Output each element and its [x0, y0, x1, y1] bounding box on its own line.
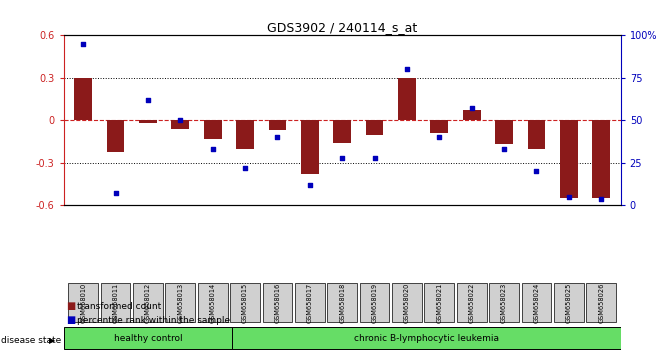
Point [596, 196, 607, 201]
FancyBboxPatch shape [521, 283, 552, 322]
FancyBboxPatch shape [64, 327, 232, 349]
FancyBboxPatch shape [232, 327, 621, 349]
Point [337, 155, 348, 161]
Text: transformed count: transformed count [77, 302, 162, 311]
Bar [463, 110, 480, 120]
Text: GSM658013: GSM658013 [177, 282, 183, 323]
Bar [74, 78, 92, 120]
Text: GSM658023: GSM658023 [501, 282, 507, 323]
FancyBboxPatch shape [554, 283, 584, 322]
Point [142, 97, 153, 103]
Text: percentile rank within the sample: percentile rank within the sample [77, 316, 230, 325]
Text: healthy control: healthy control [113, 333, 183, 343]
Bar [560, 120, 578, 198]
Text: GSM658021: GSM658021 [436, 282, 442, 323]
Bar [592, 120, 610, 198]
Point [531, 169, 542, 174]
Bar [430, 120, 448, 133]
Bar [236, 120, 254, 149]
Bar [301, 120, 319, 174]
Point [305, 182, 315, 188]
Text: chronic B-lymphocytic leukemia: chronic B-lymphocytic leukemia [354, 333, 499, 343]
Bar [398, 78, 416, 120]
Point [499, 147, 509, 152]
FancyBboxPatch shape [327, 283, 357, 322]
Text: GSM658020: GSM658020 [404, 282, 410, 323]
Point [110, 190, 121, 196]
Text: GSM658015: GSM658015 [242, 282, 248, 323]
Text: GSM658022: GSM658022 [469, 282, 474, 323]
Text: GSM658025: GSM658025 [566, 282, 572, 323]
FancyBboxPatch shape [586, 283, 616, 322]
Point [272, 135, 282, 140]
Bar [107, 120, 124, 152]
Bar [139, 120, 157, 123]
FancyBboxPatch shape [360, 283, 389, 322]
Bar [268, 120, 287, 130]
Point [434, 135, 445, 140]
Point [466, 105, 477, 111]
Text: ■: ■ [67, 315, 79, 325]
Title: GDS3902 / 240114_s_at: GDS3902 / 240114_s_at [267, 21, 417, 34]
Bar [171, 120, 189, 129]
Point [369, 155, 380, 161]
FancyBboxPatch shape [68, 283, 98, 322]
Text: disease state: disease state [1, 336, 61, 345]
Point [564, 194, 574, 200]
Text: GSM658018: GSM658018 [340, 282, 345, 323]
Text: GSM658017: GSM658017 [307, 282, 313, 323]
Point [207, 147, 218, 152]
FancyBboxPatch shape [101, 283, 130, 322]
FancyBboxPatch shape [295, 283, 325, 322]
Bar [333, 120, 351, 143]
FancyBboxPatch shape [230, 283, 260, 322]
Text: GSM658019: GSM658019 [372, 282, 378, 323]
Text: GSM658016: GSM658016 [274, 282, 280, 323]
Bar [495, 120, 513, 144]
Text: ▶: ▶ [49, 336, 56, 345]
FancyBboxPatch shape [198, 283, 227, 322]
Text: GSM658026: GSM658026 [599, 282, 605, 323]
Point [402, 67, 413, 72]
FancyBboxPatch shape [489, 283, 519, 322]
Text: ■: ■ [67, 301, 79, 311]
FancyBboxPatch shape [262, 283, 293, 322]
Text: GSM658014: GSM658014 [210, 282, 215, 323]
Text: GSM658024: GSM658024 [533, 282, 539, 323]
FancyBboxPatch shape [425, 283, 454, 322]
Text: GSM658012: GSM658012 [145, 282, 151, 323]
FancyBboxPatch shape [457, 283, 486, 322]
Text: GSM658011: GSM658011 [113, 282, 119, 323]
Bar [366, 120, 384, 135]
FancyBboxPatch shape [166, 283, 195, 322]
Point [175, 118, 186, 123]
FancyBboxPatch shape [392, 283, 422, 322]
Bar [527, 120, 546, 149]
Point [240, 165, 250, 171]
Bar [204, 120, 221, 139]
Text: GSM658010: GSM658010 [80, 282, 86, 323]
Point [78, 41, 89, 47]
FancyBboxPatch shape [133, 283, 163, 322]
